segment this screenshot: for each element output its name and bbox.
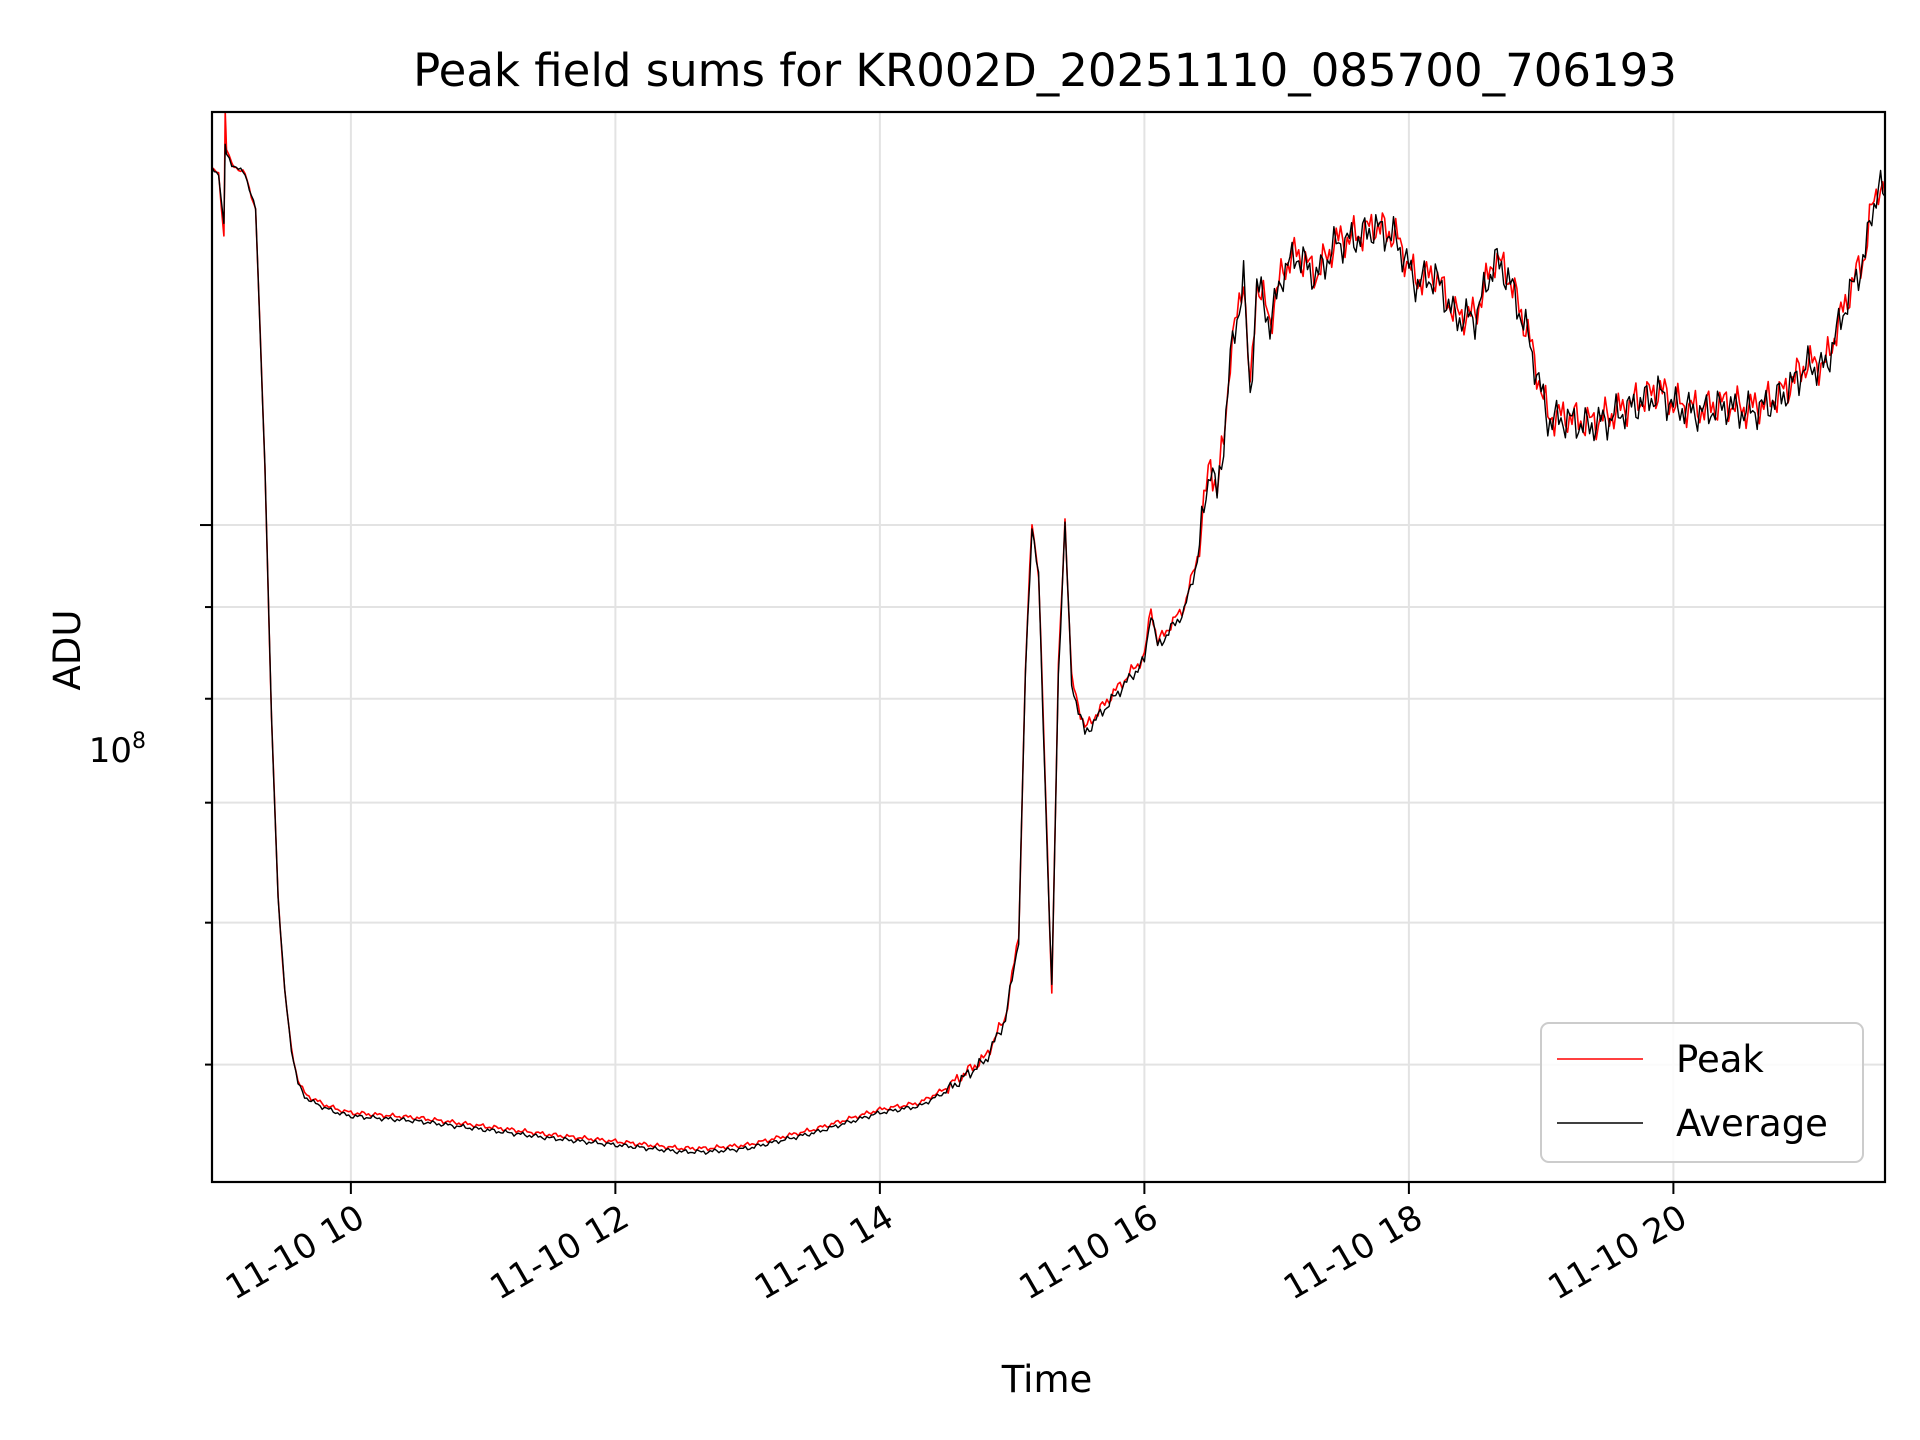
grid-lines xyxy=(212,112,1885,1182)
legend-label-peak: Peak xyxy=(1676,1038,1764,1081)
y-axis-ticks: 108 xyxy=(89,524,212,1066)
x-axis-label: Time xyxy=(1001,1358,1093,1401)
chart-title: Peak field sums for KR002D_20251110_0857… xyxy=(413,44,1677,97)
legend-label-average: Average xyxy=(1676,1102,1828,1145)
y-axis-label: ADU xyxy=(46,610,89,691)
legend-box xyxy=(1540,1022,1864,1163)
series-line-average xyxy=(212,143,1885,1155)
plot-series xyxy=(212,112,1885,1155)
legend: Peak Average xyxy=(1540,1022,1864,1163)
plot-frame xyxy=(210,110,1887,1184)
y-tick-label-1e8: 108 xyxy=(89,729,146,771)
